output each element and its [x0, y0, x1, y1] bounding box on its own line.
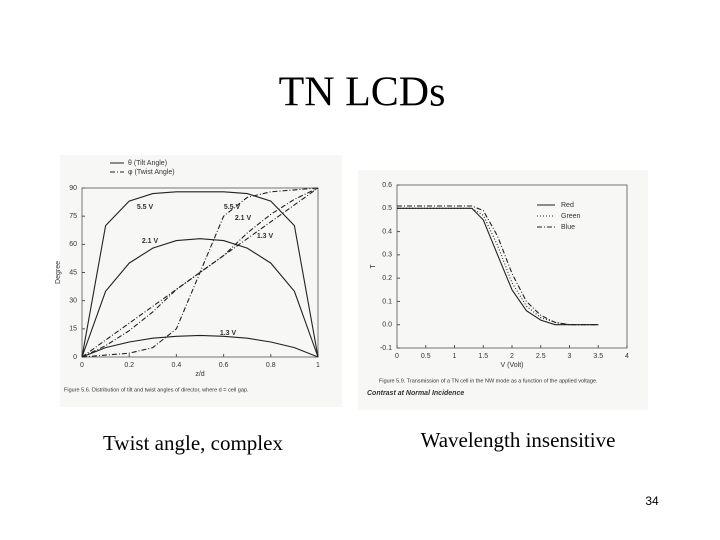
- caption: Wavelength insensitive: [421, 428, 616, 452]
- legend-label: θ (Tilt Angle): [128, 160, 167, 167]
- x-tick-label: 0.6: [219, 362, 229, 369]
- legend-label: Red: [561, 202, 574, 209]
- y-tick-label: 0.5: [382, 205, 392, 212]
- data-line: [397, 207, 599, 326]
- x-tick-label: 0.5: [421, 353, 431, 360]
- x-axis-label: V (Volt): [501, 362, 524, 369]
- y-axis-label: T: [370, 264, 377, 269]
- y-tick-label: 0.6: [382, 182, 392, 189]
- annotation: 2.1 V: [142, 238, 159, 245]
- y-tick-label: 75: [69, 213, 77, 220]
- x-tick-label: 2: [510, 353, 514, 360]
- x-axis-label: z/d: [195, 371, 204, 378]
- x-tick-label: 0: [80, 362, 84, 369]
- y-tick-label: 0.4: [382, 228, 392, 235]
- annotation: 1.3 V: [220, 330, 237, 337]
- data-line: [81, 187, 319, 358]
- data-line: [81, 334, 319, 358]
- annotation: 1.3 V: [257, 233, 274, 240]
- y-tick-label: 60: [69, 241, 77, 248]
- data-line: [397, 205, 599, 326]
- caption: Twist angle, complex: [103, 431, 283, 455]
- legend-label: Blue: [561, 224, 575, 231]
- y-tick-label: 0.1: [382, 298, 392, 305]
- x-tick-label: 2.5: [536, 353, 546, 360]
- y-tick-label: 0.2: [382, 275, 392, 282]
- figure-scan-left: [60, 155, 342, 407]
- y-tick-label: 0.3: [382, 252, 392, 259]
- x-tick-label: 0.4: [172, 362, 182, 369]
- figure-caption: Figure 5.9. Transmission of a TN cell in…: [379, 378, 598, 384]
- x-tick-label: 0.2: [124, 362, 134, 369]
- annotation: 2.1 V: [235, 215, 252, 222]
- x-tick-label: 1: [453, 353, 457, 360]
- page-number: 34: [645, 494, 659, 508]
- x-tick-label: 0: [395, 353, 399, 360]
- y-tick-label: 15: [69, 326, 77, 333]
- x-tick-label: 3.5: [593, 353, 603, 360]
- y-tick-label: -0.1: [380, 345, 392, 352]
- y-axis-label: Degree: [55, 261, 62, 284]
- data-line: [81, 187, 319, 358]
- data-line: [81, 187, 319, 358]
- slide-title: TN LCDs: [279, 70, 446, 116]
- figure-caption: Figure 5.6. Distribution of tilt and twi…: [64, 387, 249, 393]
- x-tick-label: 3: [568, 353, 572, 360]
- x-tick-label: 0.8: [266, 362, 276, 369]
- data-line: [397, 207, 599, 326]
- legend-label: φ (Twist Angle): [128, 169, 175, 176]
- figure-scan-right: [358, 170, 648, 410]
- x-tick-label: 4: [625, 353, 629, 360]
- x-tick-label: 1: [316, 362, 320, 369]
- legend-label: Green: [561, 213, 581, 220]
- y-tick-label: 90: [69, 185, 77, 192]
- x-tick-label: 1.5: [478, 353, 488, 360]
- y-tick-label: 0.0: [382, 322, 392, 329]
- data-line: [81, 238, 319, 358]
- annotation: 5.5 V: [137, 204, 154, 211]
- y-tick-label: 30: [69, 298, 77, 305]
- figure-subtitle: Contrast at Normal Incidence: [367, 390, 464, 397]
- y-tick-label: 0: [73, 354, 77, 361]
- y-tick-label: 45: [69, 269, 77, 276]
- annotation: 5.5 V: [224, 204, 241, 211]
